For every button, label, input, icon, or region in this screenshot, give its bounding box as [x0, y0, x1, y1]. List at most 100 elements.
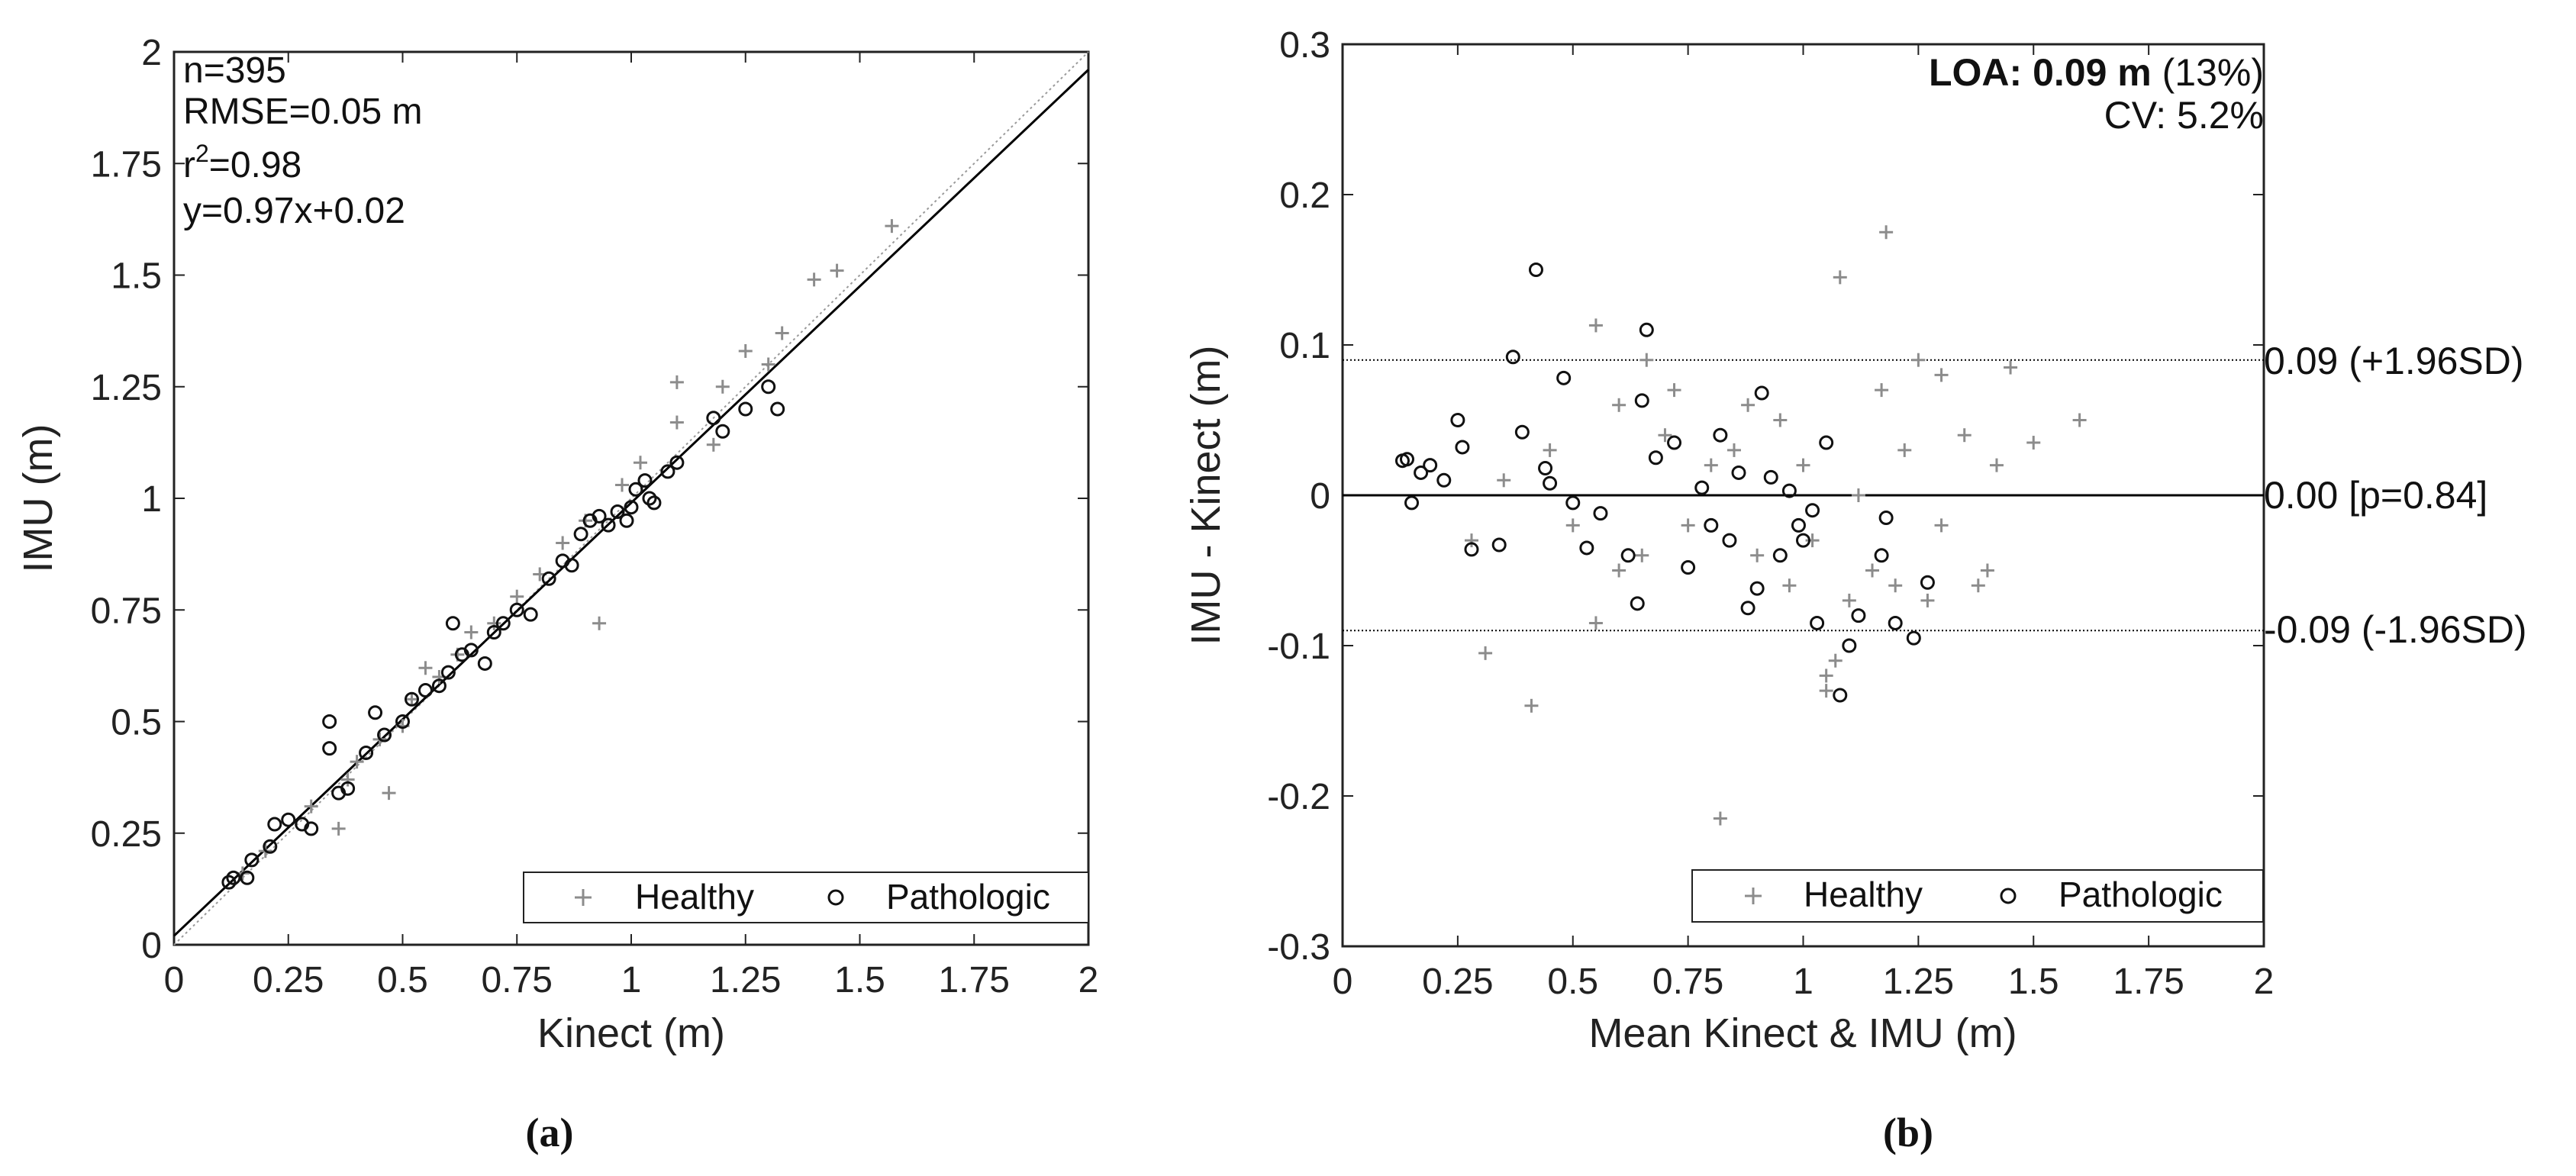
- panel-b-healthy-point: [1704, 458, 1718, 472]
- panel-b-healthy-point: [1833, 270, 1847, 285]
- panel-b-pathologic-point: [1491, 537, 1507, 553]
- panel-b-pathologic-point: [1833, 688, 1848, 703]
- panel-b-healthy-point: [1920, 593, 1935, 607]
- panel-a-y-tick-label: 0.5: [111, 703, 162, 743]
- panel-b-pathologic-point: [1450, 413, 1465, 427]
- panel-b-pathologic-point: [1648, 450, 1663, 466]
- panel-b-pathologic-point: [1639, 322, 1654, 337]
- panel-b-x-tick-label: 1.75: [2113, 962, 2184, 1002]
- panel-b-pathologic-point: [1423, 458, 1438, 473]
- panel-b-healthy-point: [1741, 398, 1755, 412]
- panel-b-pathologic-point: [1920, 575, 1935, 590]
- panel-b-healthy-point: [1934, 518, 1949, 533]
- panel-a-r2-value: =0.98: [209, 145, 301, 185]
- panel-a-x-tick-label: 1.25: [710, 960, 781, 1000]
- panel-a-y-tick-label: 0.25: [91, 814, 162, 855]
- panel-a-healthy-point: [715, 379, 730, 394]
- panel-b-pathologic-point: [1772, 548, 1788, 563]
- panel-b-loa-bold: LOA: 0.09 m: [1929, 51, 2152, 94]
- panel-b-pathologic-point: [1565, 495, 1581, 511]
- panel-b-healthy-point: [1842, 593, 1856, 607]
- panel-a-healthy-point: [405, 692, 419, 707]
- panel-a-pathologic-point: [340, 781, 356, 796]
- panel-b-pathologic-point: [1810, 615, 1825, 630]
- panel-a-legend-pathologic-label: Pathologic: [886, 877, 1050, 917]
- panel-b-upper-loa-label: 0.09 (+1.96SD): [2264, 340, 2523, 382]
- panel-a-healthy-point: [464, 625, 479, 640]
- panel-b-x-tick-label: 1: [1793, 962, 1814, 1002]
- panel-a-pathologic-point: [226, 870, 241, 885]
- panel-b-healthy-point: [1911, 353, 1926, 367]
- panel-b-legend-box: [1691, 869, 2264, 923]
- panel-a-pathologic-point: [541, 571, 556, 586]
- panel-a-y-tick-label: 0.75: [91, 591, 162, 631]
- panel-a-x-tick-label: 0.75: [482, 960, 553, 1000]
- panel-a-pathologic-point: [267, 817, 282, 832]
- panel-a-pathologic-point: [477, 656, 492, 671]
- panel-b-pathologic-point: [1634, 393, 1649, 408]
- panel-a-healthy-point: [885, 219, 899, 234]
- panel-b-y-tick-label: 0.3: [1279, 25, 1330, 66]
- panel-a-y-axis-label: IMU (m): [15, 424, 61, 573]
- panel-b-pathologic-point: [1763, 469, 1778, 485]
- panel-b-healthy-point: [1543, 443, 1557, 457]
- panel-a-healthy-point: [556, 536, 570, 550]
- panel-a-pathologic-point: [322, 741, 337, 756]
- panel-a-caption: (a): [526, 1110, 574, 1155]
- panel-b-pathologic-point: [1796, 533, 1810, 548]
- panel-a-pathologic-point: [770, 401, 785, 417]
- panel-b-bland-altman-plot: 0 0.25 0.5 0.75 1 1.25 1.5 1.75 2 -0.3 -0.2 -0.1 0 0.…: [1183, 25, 2527, 1155]
- panel-b-healthy-point: [1713, 811, 1727, 826]
- panel-a-healthy-point: [775, 326, 789, 340]
- panel-a-y-tick-label: 1.25: [91, 368, 162, 408]
- panel-b-healthy-point: [1750, 548, 1765, 562]
- panel-b-y-tick-label: -0.3: [1267, 927, 1330, 968]
- panel-b-legend-healthy-marker: [1745, 888, 1762, 904]
- panel-b-pathologic-point: [1906, 630, 1921, 646]
- panel-a-healthy-point: [633, 456, 647, 470]
- panel-b-healthy-point: [1497, 473, 1511, 488]
- panel-b-data-points: [1394, 225, 2087, 826]
- panel-b-x-tick-label: 1.5: [2008, 962, 2059, 1002]
- panel-b-y-tick-label: 0: [1310, 476, 1330, 517]
- panel-b-pathologic-point: [1704, 517, 1719, 533]
- panel-a-pathologic-point: [637, 473, 653, 488]
- panel-b-pathologic-point: [1851, 608, 1866, 623]
- panel-b-healthy-point: [1726, 443, 1741, 457]
- panel-a-pathologic-point: [440, 665, 456, 680]
- panel-b-pathologic-point: [1694, 480, 1710, 495]
- panel-a-pathologic-point: [322, 714, 337, 729]
- panel-a-pathologic-point: [263, 839, 278, 854]
- panel-a-healthy-point: [304, 799, 318, 814]
- panel-b-healthy-point: [1888, 578, 1903, 593]
- panel-a-pathologic-point: [240, 870, 255, 885]
- panel-b-healthy-point: [1897, 443, 1912, 457]
- panel-a-pathologic-point: [486, 625, 501, 640]
- panel-a-r2-superscript: 2: [195, 140, 209, 167]
- panel-b-legend: Healthy Pathologic: [1691, 869, 2264, 923]
- panel-a-pathologic-point: [628, 482, 643, 497]
- panel-a-pathologic-point: [646, 495, 662, 511]
- panel-b-healthy-point: [1565, 518, 1580, 533]
- panel-a-healthy-point: [706, 437, 721, 452]
- panel-a-identity-line: [173, 51, 1089, 946]
- panel-a-r2-prefix: r: [183, 145, 195, 185]
- panel-a-y-tick-label: 2: [141, 33, 162, 73]
- panel-a-pathologic-point: [304, 821, 319, 836]
- panel-b-loa-percent: (13%): [2152, 51, 2264, 94]
- panel-a-ticks: 0 0.25 0.5 0.75 1 1.25 1.5 1.75 2 0 0.25 0.5 0.75 1 1.…: [91, 33, 1099, 1000]
- panel-b-caption: (b): [1883, 1110, 1933, 1155]
- panel-b-healthy-point: [1635, 548, 1649, 562]
- panel-a-pathologic-point: [523, 607, 538, 622]
- panel-b-pathologic-point: [1556, 370, 1572, 385]
- panel-a-x-tick-label: 1.5: [834, 960, 885, 1000]
- panel-b-healthy-point: [1524, 698, 1539, 713]
- panel-b-x-tick-label: 0.75: [1652, 962, 1723, 1002]
- panel-b-x-axis-label: Mean Kinect & IMU (m): [1588, 1010, 2017, 1056]
- panel-b-legend-plus-glyph: [1745, 888, 1762, 904]
- panel-b-lower-loa-label: -0.09 (-1.96SD): [2264, 608, 2527, 651]
- panel-b-healthy-point: [1478, 646, 1493, 660]
- panel-b-healthy-point: [2026, 436, 2041, 450]
- panel-b-pathologic-point: [1505, 350, 1520, 365]
- panel-a-healthy-point: [510, 589, 524, 604]
